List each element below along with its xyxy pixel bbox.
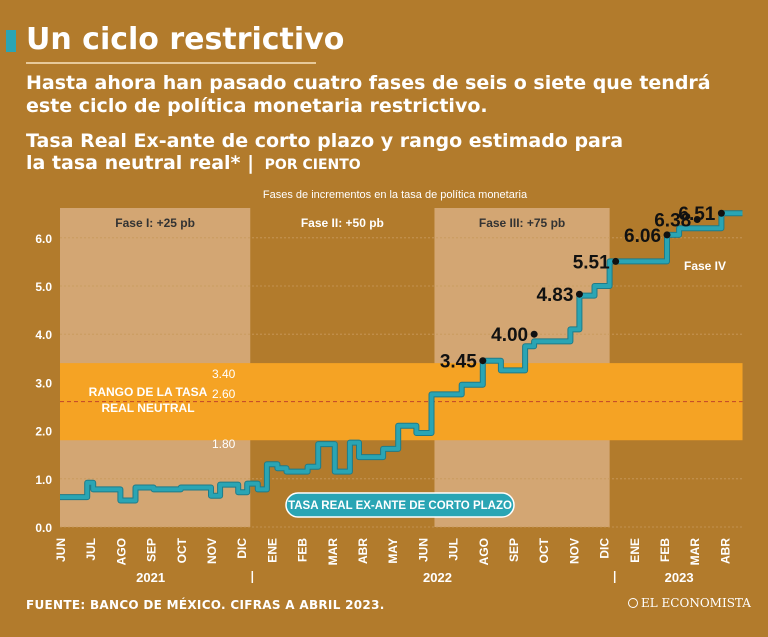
x-tick-label: MAY bbox=[386, 538, 400, 564]
x-tick-label: DIC bbox=[235, 538, 249, 559]
x-tick-label: DIC bbox=[598, 538, 612, 559]
x-tick-label: ENE bbox=[628, 538, 642, 563]
y-tick-label: 1.0 bbox=[35, 473, 52, 487]
data-label: 5.51 bbox=[573, 252, 610, 273]
brand-icon bbox=[628, 598, 638, 608]
data-point-marker bbox=[612, 257, 620, 265]
x-tick-label: JUN bbox=[54, 538, 68, 562]
data-point-marker bbox=[663, 231, 671, 239]
x-tick-label: FEB bbox=[296, 538, 310, 562]
y-tick-label: 4.0 bbox=[35, 328, 52, 342]
neutral-range-label: RANGO DE LA TASA bbox=[89, 385, 208, 399]
neutral-range-value: 2.60 bbox=[212, 387, 236, 401]
title-underline bbox=[26, 62, 316, 64]
page-title: Un ciclo restrictivo bbox=[26, 22, 345, 57]
neutral-range-value: 3.40 bbox=[212, 367, 236, 381]
x-tick-label: SEP bbox=[507, 538, 521, 562]
x-tick-label: AGO bbox=[477, 538, 491, 565]
y-tick-label: 3.0 bbox=[35, 376, 52, 390]
x-tick-label: MAR bbox=[326, 538, 340, 566]
x-tick-label: NOV bbox=[205, 538, 219, 564]
series-label: TASA REAL EX-ANTE DE CORTO PLAZO bbox=[288, 500, 512, 512]
y-tick-label: 5.0 bbox=[35, 280, 52, 294]
neutral-range-label: REAL NEUTRAL bbox=[101, 401, 194, 415]
data-point-marker bbox=[530, 330, 538, 338]
brand-name: EL ECONOMISTA bbox=[641, 596, 751, 610]
neutral-range-value: 1.80 bbox=[212, 437, 236, 451]
x-tick-label: FEB bbox=[658, 538, 672, 562]
phase-label: Fase IV bbox=[684, 259, 726, 273]
x-tick-label: ABR bbox=[718, 538, 732, 564]
data-label: 4.00 bbox=[491, 325, 528, 346]
y-tick-label: 6.0 bbox=[35, 232, 52, 246]
y-tick-label: 2.0 bbox=[35, 425, 52, 439]
series-line bbox=[60, 211, 743, 503]
chart-title-text: Tasa Real Ex-ante de corto plazo y rango… bbox=[26, 130, 624, 174]
source-note: FUENTE: BANCO DE MÉXICO. CIFRAS A ABRIL … bbox=[26, 598, 385, 612]
data-label: 4.83 bbox=[536, 285, 573, 306]
page-subtitle: Hasta ahora han pasado cuatro fases de s… bbox=[26, 72, 711, 117]
year-label: 2023 bbox=[665, 570, 694, 585]
brand-logo: EL ECONOMISTA bbox=[628, 596, 751, 610]
data-point-marker bbox=[717, 209, 725, 217]
data-point-marker bbox=[575, 290, 583, 298]
x-tick-label: MAR bbox=[688, 538, 702, 566]
x-tick-label: OCT bbox=[175, 537, 189, 563]
data-point-marker bbox=[693, 215, 701, 223]
chart-title: Tasa Real Ex-ante de corto plazo y rango… bbox=[26, 130, 646, 176]
x-tick-label: NOV bbox=[567, 538, 581, 564]
x-tick-label: SEP bbox=[145, 538, 159, 562]
x-tick-label: JUN bbox=[416, 538, 430, 562]
phases-caption: Fases de incrementos en la tasa de polít… bbox=[263, 189, 528, 201]
data-label: 3.45 bbox=[440, 352, 477, 373]
x-tick-label: JUL bbox=[447, 538, 461, 561]
data-label: 6.06 bbox=[624, 226, 661, 247]
y-tick-label: 0.0 bbox=[35, 521, 52, 535]
x-tick-label: JUL bbox=[84, 538, 98, 561]
x-tick-label: ABR bbox=[356, 538, 370, 564]
x-tick-label: AGO bbox=[114, 538, 128, 565]
year-label: 2022 bbox=[423, 570, 452, 585]
data-label: 6.51 bbox=[678, 204, 715, 225]
x-tick-label: ENE bbox=[265, 538, 279, 563]
year-label: 2021 bbox=[136, 570, 165, 585]
chart-unit: POR CIENTO bbox=[264, 157, 361, 173]
data-point-marker bbox=[479, 357, 487, 365]
title-accent-bar bbox=[6, 30, 16, 52]
series-label-pill bbox=[285, 492, 515, 518]
data-label: 6.38 bbox=[654, 210, 691, 231]
phase-label: Fase III: +75 pb bbox=[479, 216, 565, 230]
x-tick-label: OCT bbox=[537, 537, 551, 563]
phase-label: Fase I: +25 pb bbox=[115, 216, 195, 230]
phase-label: Fase II: +50 pb bbox=[301, 216, 384, 230]
